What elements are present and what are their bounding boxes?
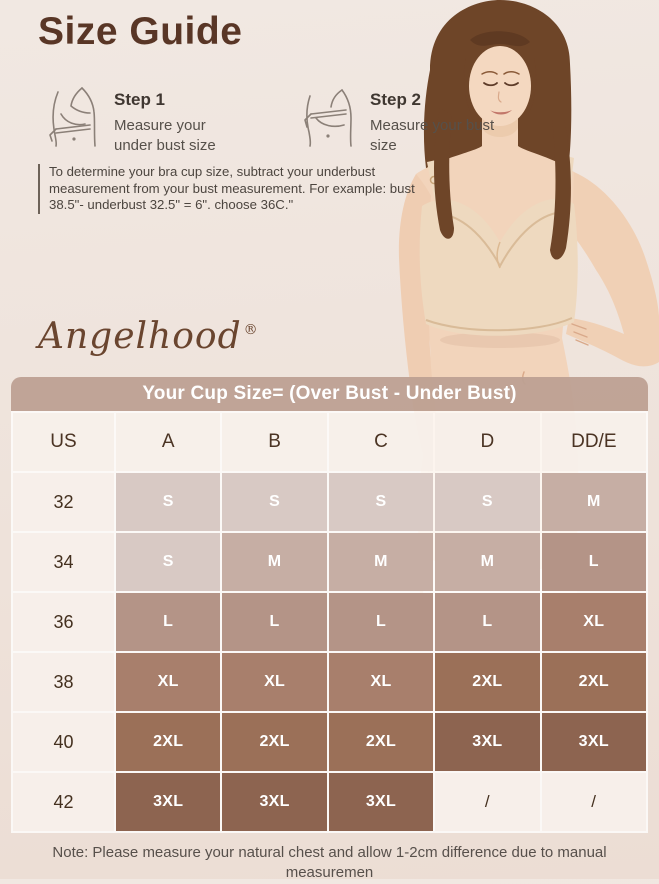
size-cell: 3XL	[435, 713, 540, 771]
size-cell: L	[435, 593, 540, 651]
step-1-label: Step 1	[114, 90, 166, 109]
measurement-note: Note: Please measure your natural chest …	[52, 844, 607, 882]
column-header-us: US	[13, 413, 114, 471]
size-cell: S	[435, 473, 540, 531]
column-header-dde: DD/E	[541, 413, 646, 471]
size-cell: XL	[328, 653, 434, 711]
size-cell: XL	[116, 653, 221, 711]
size-cell: 3XL	[328, 773, 434, 831]
size-cell: M	[328, 533, 434, 591]
size-cell: S	[116, 533, 221, 591]
band-size-label: 36	[13, 593, 114, 651]
band-size-label: 38	[13, 653, 114, 711]
page-title: Size Guide	[38, 10, 243, 53]
registered-mark: ®	[243, 322, 259, 338]
brand-logo: Angelhood ®	[38, 316, 259, 357]
size-cell: 2XL	[222, 713, 327, 771]
column-header-b: B	[222, 413, 327, 471]
size-cell: /	[435, 773, 540, 831]
size-cell: 3XL	[541, 713, 646, 771]
size-cell: M	[541, 473, 646, 531]
brand-name: Angelhood	[38, 316, 242, 357]
step-2: Step 2 Measure your bust size	[294, 84, 500, 155]
size-cell: L	[541, 533, 646, 591]
measure-underbust-icon	[49, 87, 96, 147]
size-table-grid: US A B C D DD/E 32 S S S S M 34 S M M M …	[11, 411, 648, 833]
size-cell: L	[116, 593, 221, 651]
cup-size-tip: To determine your bra cup size, subtract…	[38, 164, 421, 214]
column-header-d: D	[435, 413, 540, 471]
size-cell: 3XL	[116, 773, 221, 831]
size-cell: 2XL	[541, 653, 646, 711]
size-cell: XL	[541, 593, 646, 651]
size-cell: L	[222, 593, 327, 651]
size-table-title: Your Cup Size= (Over Bust - Under Bust)	[11, 377, 648, 411]
band-size-label: 34	[13, 533, 114, 591]
step-2-label: Step 2	[370, 90, 422, 109]
size-cell: 2XL	[328, 713, 434, 771]
steps-row: Step 1 Measure your under bust size Step…	[38, 84, 500, 155]
step-2-description: Measure your bust size	[370, 117, 495, 154]
size-table: Your Cup Size= (Over Bust - Under Bust) …	[11, 377, 648, 833]
measure-bust-icon	[304, 89, 352, 147]
size-cell: XL	[222, 653, 327, 711]
size-cell: M	[222, 533, 327, 591]
size-cell: S	[116, 473, 221, 531]
step-1: Step 1 Measure your under bust size	[38, 84, 244, 155]
size-cell: 2XL	[435, 653, 540, 711]
size-cell: L	[328, 593, 434, 651]
size-cell: S	[222, 473, 327, 531]
column-header-a: A	[116, 413, 221, 471]
size-cell: S	[328, 473, 434, 531]
step-1-description: Measure your under bust size	[114, 117, 216, 154]
size-cell: 2XL	[116, 713, 221, 771]
size-cell: M	[435, 533, 540, 591]
size-cell: 3XL	[222, 773, 327, 831]
size-cell: /	[541, 773, 646, 831]
band-size-label: 32	[13, 473, 114, 531]
column-header-c: C	[328, 413, 434, 471]
band-size-label: 42	[13, 773, 114, 831]
band-size-label: 40	[13, 713, 114, 771]
